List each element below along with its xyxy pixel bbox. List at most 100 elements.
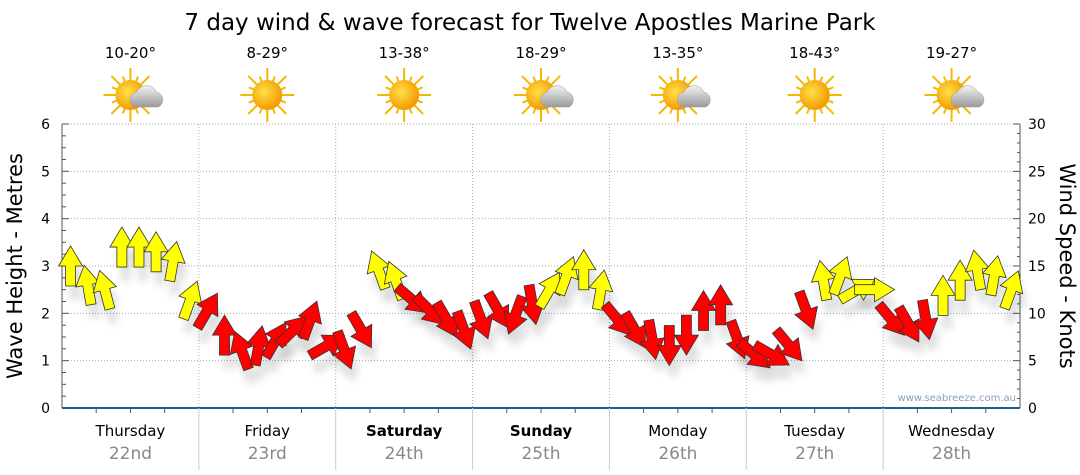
day-name: Friday: [245, 422, 291, 440]
day-name: Monday: [648, 422, 707, 440]
arrow-shadow: [740, 352, 775, 382]
wind-arrow: [126, 226, 152, 268]
watermark: www.seabreeze.com.au: [898, 393, 1016, 404]
wind-arrow: [828, 255, 853, 297]
sun-icon: [240, 68, 295, 122]
right-tick-label: 0: [1028, 401, 1037, 417]
temperature-range: 10-20°: [105, 44, 156, 62]
wind-arrow: [297, 300, 322, 341]
left-tick-label: 1: [41, 354, 50, 370]
arrow-shadow: [539, 286, 564, 324]
day-name: Tuesday: [783, 422, 845, 440]
arrow-shadow: [832, 270, 856, 310]
cloud: [950, 85, 985, 108]
left-tick-label: 2: [41, 306, 50, 322]
arrow-shadow: [559, 270, 582, 310]
sun-cloud-icon: [514, 68, 574, 122]
temperature-range: 8-29°: [247, 44, 289, 62]
wind-arrow: [192, 292, 219, 331]
right-axis-label: Wind Speed - Knots: [1055, 163, 1079, 368]
day-date: 26th: [658, 444, 697, 464]
wind-arrow: [57, 245, 84, 287]
wind-arrow: [178, 280, 203, 322]
left-tick-label: 6: [41, 117, 50, 133]
sun-icon: [377, 68, 432, 122]
right-tick-label: 25: [1028, 164, 1046, 180]
day-name: Wednesday: [908, 422, 995, 440]
day-date: 24th: [385, 444, 424, 464]
wind-arrow: [930, 274, 956, 316]
cloud: [677, 85, 711, 108]
day-date: 22nd: [109, 444, 152, 464]
right-tick-label: 15: [1028, 259, 1046, 275]
wind-arrow: [639, 318, 665, 361]
wind-arrow: [981, 255, 1007, 297]
wind-arrow: [673, 314, 700, 356]
wind-arrow: [690, 289, 717, 331]
wind-arrow: [211, 314, 238, 356]
left-axis-label: Wave Height - Metres: [3, 153, 27, 379]
right-tick-label: 5: [1028, 354, 1037, 370]
temperature-range: 13-35°: [652, 44, 703, 62]
wind-arrow: [451, 309, 476, 350]
sun-cloud-icon: [650, 68, 711, 122]
day-date: 27th: [795, 444, 834, 464]
wind-arrow: [620, 310, 646, 349]
wind-arrow: [913, 298, 939, 341]
wind-arrow: [571, 249, 597, 291]
wind-arrow: [366, 250, 391, 291]
temperature-range: 13-38°: [379, 44, 430, 62]
wind-arrow: [999, 270, 1024, 311]
sun-disc: [252, 80, 283, 110]
wind-arrow: [854, 276, 896, 303]
arrow-shadow: [302, 315, 326, 355]
left-tick-label: 5: [41, 164, 50, 180]
temperature-range: 18-43°: [789, 44, 840, 62]
wind-arrow: [332, 329, 357, 370]
sun-disc: [799, 80, 830, 110]
wind-arrow: [893, 304, 920, 343]
left-tick-label: 4: [41, 212, 50, 228]
wind-arrow: [109, 226, 135, 268]
arrow-shadow: [197, 307, 222, 345]
right-tick-label: 10: [1028, 306, 1046, 322]
left-tick-label: 0: [41, 401, 50, 417]
wind-arrow: [432, 299, 458, 338]
arrow-shadow: [165, 255, 190, 296]
right-tick-label: 20: [1028, 212, 1046, 228]
wind-arrow: [794, 289, 818, 331]
wind-arrow: [751, 340, 790, 366]
day-name: Sunday: [510, 422, 573, 440]
wind-arrow: [707, 284, 734, 326]
day-date: 23rd: [248, 444, 287, 464]
wind-arrow: [964, 249, 990, 291]
cloud: [540, 85, 574, 108]
wind-arrow: [346, 310, 373, 349]
sun-disc: [389, 80, 420, 110]
day-date: 28th: [932, 444, 971, 464]
wind-arrow: [771, 326, 803, 362]
right-tick-label: 30: [1028, 117, 1046, 133]
day-name: Thursday: [95, 422, 166, 440]
wind-arrow: [874, 300, 906, 336]
wind-arrow: [75, 264, 101, 306]
arrow-shadow: [986, 269, 1011, 311]
wind-arrow: [656, 325, 683, 367]
chart-title: 7 day wind & wave forecast for Twelve Ap…: [184, 10, 876, 36]
sun-cloud-icon: [103, 68, 164, 122]
temperature-range: 19-27°: [926, 44, 977, 62]
sun-cloud-icon: [924, 68, 985, 122]
arrow-shadow: [416, 306, 448, 339]
wind-arrow: [469, 298, 493, 340]
sun-icon: [787, 68, 842, 122]
temperature-range: 18-29°: [515, 44, 566, 62]
arrow-shadow: [1003, 284, 1027, 325]
wind-arrow: [246, 325, 272, 367]
wind-arrow: [483, 290, 510, 329]
cloud: [129, 85, 164, 108]
arrow-shadow: [593, 283, 617, 325]
day-date: 25th: [521, 444, 560, 464]
wind-arrow: [503, 294, 528, 335]
